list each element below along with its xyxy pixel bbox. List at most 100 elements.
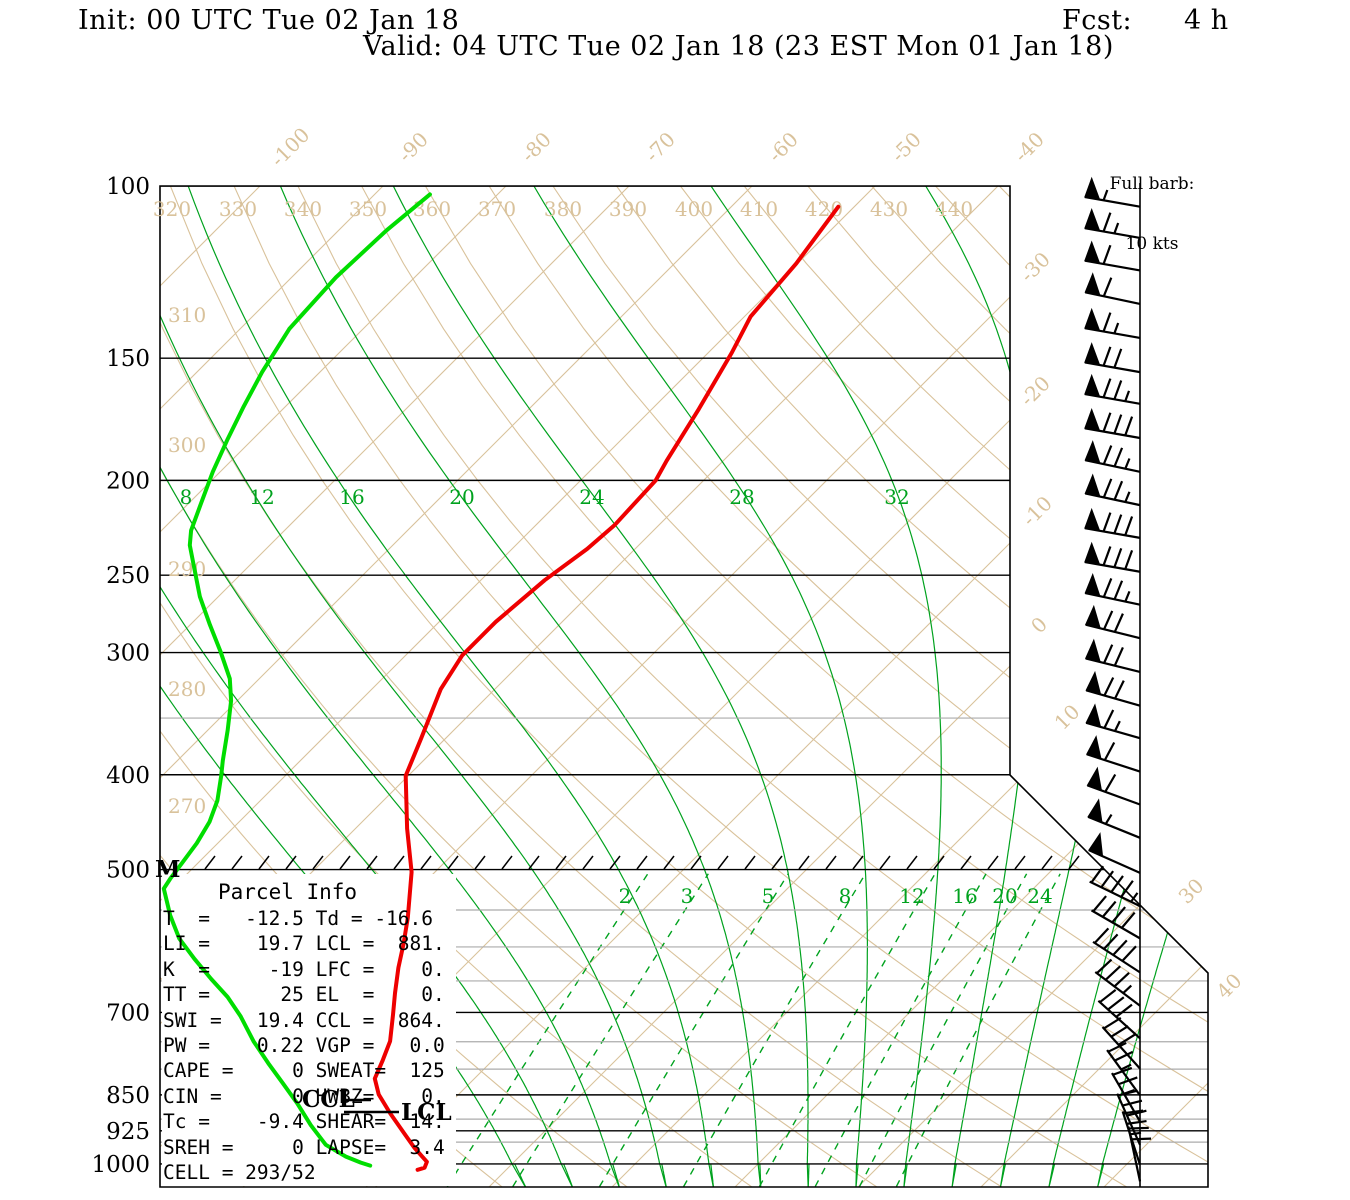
wind-barb <box>1084 573 1141 606</box>
wind-barb <box>1127 1126 1152 1182</box>
ccl-marker: CCL <box>302 1086 355 1113</box>
isotherm-label: -40 <box>1009 127 1049 167</box>
dry-adiabat-label: 350 <box>349 197 387 221</box>
wind-barb <box>1101 1016 1141 1070</box>
wind-barb <box>1094 958 1141 1007</box>
wind-barb <box>1084 240 1141 272</box>
pressure-axis-label: 1000 <box>91 1152 150 1178</box>
wind-barb <box>1085 703 1141 740</box>
mixing-ratio-label: 12 <box>899 884 924 908</box>
parcel-row: CIN = 0 HWBZ= 0. <box>163 1084 445 1108</box>
isotherm-label: -70 <box>640 127 680 167</box>
pressure-axis-label: 300 <box>106 641 150 667</box>
pressure-axis-label: 500 <box>106 858 150 884</box>
wind-barb <box>1084 176 1141 208</box>
parcel-row: T = -12.5 Td = -16.6 <box>163 907 434 930</box>
dry-adiabat-label: 390 <box>609 197 647 221</box>
parcel-info-box: T = -12.5 Td = -16.6 LI = 19.7 LCL = 881… <box>163 906 445 1185</box>
pressure-axis-label: 200 <box>106 468 150 494</box>
dry-adiabat-label: 410 <box>740 197 778 221</box>
temperature-curve <box>372 204 841 1172</box>
parcel-row: TT = 25 EL = 0. <box>163 983 445 1007</box>
dry-adiabat-label: 370 <box>478 197 516 221</box>
forecast-hour-label: Fcst: <box>1062 5 1133 36</box>
wind-barb <box>1087 798 1141 839</box>
init-time-label: Init: 00 UTC Tue 02 Jan 18 <box>78 5 460 36</box>
wind-barb <box>1084 307 1141 339</box>
parcel-row: SREH = 0 LAPSE= 3.4 <box>163 1135 445 1159</box>
wind-barb <box>1084 638 1141 674</box>
wind-barb <box>1089 865 1141 908</box>
dry-adiabat-label: 320 <box>153 197 191 221</box>
dry-adiabat-label: 340 <box>284 197 322 221</box>
pressure-axis-label: 150 <box>106 346 150 372</box>
moist-adiabat-label: 24 <box>579 485 604 509</box>
dry-adiabat-label: 280 <box>168 677 206 701</box>
dry-adiabat-label: 380 <box>544 197 582 221</box>
isotherm-label: 0 <box>1026 612 1052 638</box>
mixing-ratio-label: 24 <box>1027 884 1052 908</box>
wind-barb <box>1084 473 1141 507</box>
lcl-marker: LCL <box>401 1099 452 1126</box>
parcel-row: Tc = -9.4 SHEAR= 14. <box>163 1110 445 1134</box>
moist-adiabat-label: 32 <box>884 485 909 509</box>
plot-border <box>159 185 1209 1188</box>
wind-barbs <box>1084 176 1152 1187</box>
parcel-info-title: Parcel Info <box>218 880 358 904</box>
wind-barb <box>1084 408 1141 440</box>
forecast-hour-value: 4 h <box>1184 5 1229 36</box>
moist-adiabat-label: 20 <box>449 485 474 509</box>
parcel-row: SWI = 19.4 CCL = 864. <box>163 1008 445 1032</box>
wind-barb <box>1086 766 1141 806</box>
parcel-row: PW = 0.22 VGP = 0.0 <box>163 1034 445 1058</box>
wind-barb <box>1084 342 1141 374</box>
isotherm-label: -100 <box>266 123 315 172</box>
mixing-ratio-label: 5 <box>762 884 775 908</box>
parcel-row: LI = 19.7 LCL = 881. <box>163 932 445 956</box>
isotherm-label: -20 <box>1015 371 1055 411</box>
dry-adiabat-label: 440 <box>935 197 973 221</box>
barb-legend-line1: Full barb: <box>1109 174 1195 194</box>
wind-barb <box>1106 1041 1141 1097</box>
moist-adiabat-label: 12 <box>249 485 274 509</box>
moist-adiabat-label: 8 <box>180 485 193 509</box>
wind-barb <box>1090 895 1141 940</box>
isotherm-label: -90 <box>393 127 433 167</box>
isotherm-label: 30 <box>1174 874 1209 909</box>
barb-legend-line2: 10 kts <box>1125 234 1179 254</box>
sounding-curves <box>161 192 841 1172</box>
wind-barb <box>1084 507 1141 539</box>
parcel-row: CAPE = 0 SWEAT= 125 <box>163 1059 445 1083</box>
isotherm-label: -30 <box>1015 247 1055 287</box>
isotherm-label: -50 <box>886 127 926 167</box>
pressure-axis-label: 850 <box>106 1083 150 1109</box>
wind-barb <box>1084 373 1141 405</box>
mixing-ratio-label: 2 <box>619 884 632 908</box>
wind-barb <box>1084 440 1141 473</box>
dry-adiabat-label: 400 <box>675 197 713 221</box>
valid-time-label: Valid: 04 UTC Tue 02 Jan 18 (23 EST Mon … <box>363 31 1114 62</box>
dry-adiabat-label: 300 <box>168 433 206 457</box>
mixing-ratio-label: 20 <box>992 884 1017 908</box>
dry-adiabat-label: 430 <box>870 197 908 221</box>
dry-adiabat-label: 290 <box>168 557 206 581</box>
dry-adiabat-label: 270 <box>168 794 206 818</box>
mixing-ratio-label: 16 <box>952 884 977 908</box>
level-hatches-500mb <box>204 855 1080 870</box>
dry-adiabat-label: 310 <box>168 303 206 327</box>
wind-barb <box>1088 832 1141 874</box>
parcel-row: K = -19 LFC = 0. <box>163 957 445 981</box>
pressure-axis-label: 100 <box>106 174 150 200</box>
pressure-axis-label: 250 <box>106 563 150 589</box>
mixing-ratio-label: 8 <box>839 884 852 908</box>
wind-barb <box>1084 272 1141 305</box>
dry-adiabat-label: 330 <box>219 197 257 221</box>
parcel-row: CELL = 293/52 <box>163 1161 316 1185</box>
dry-adiabat-label: 360 <box>413 197 451 221</box>
wind-barb <box>1084 541 1141 573</box>
m-marker: M <box>155 856 180 883</box>
isotherm-label: -60 <box>763 127 803 167</box>
mixing-ratio-label: 3 <box>681 884 694 908</box>
